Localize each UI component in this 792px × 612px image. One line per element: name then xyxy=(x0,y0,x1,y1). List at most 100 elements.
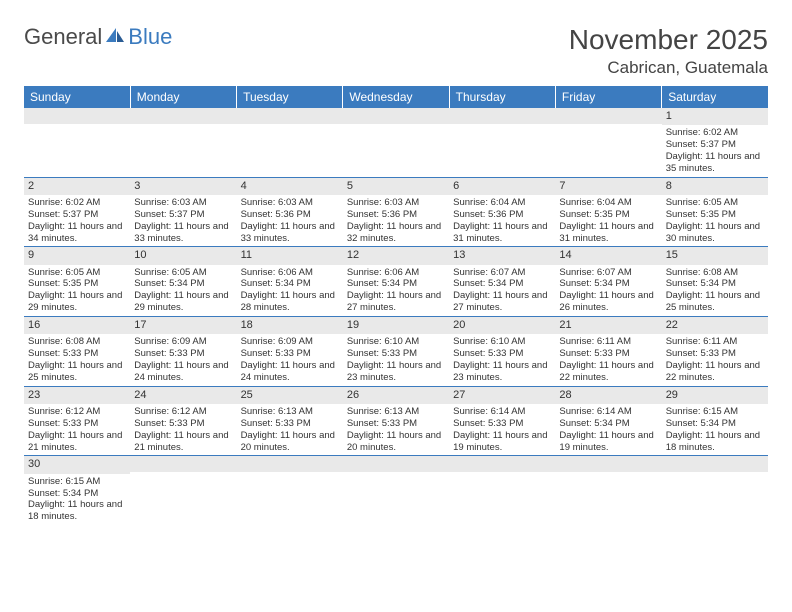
day-number: 21 xyxy=(555,317,661,334)
day-number: 14 xyxy=(555,247,661,264)
day-number: 22 xyxy=(662,317,768,334)
cell-body: Sunrise: 6:05 AMSunset: 5:35 PMDaylight:… xyxy=(662,195,768,247)
day-number: 1 xyxy=(662,108,768,125)
cell-body: Sunrise: 6:04 AMSunset: 5:35 PMDaylight:… xyxy=(555,195,661,247)
daylight-text: Daylight: 11 hours and 28 minutes. xyxy=(241,290,339,314)
sunset-text: Sunset: 5:33 PM xyxy=(28,348,126,360)
calendar-cell: 5Sunrise: 6:03 AMSunset: 5:36 PMDaylight… xyxy=(343,177,449,247)
sunrise-text: Sunrise: 6:08 AM xyxy=(666,267,764,279)
logo: General Blue xyxy=(24,24,172,50)
cell-body: Sunrise: 6:07 AMSunset: 5:34 PMDaylight:… xyxy=(555,265,661,317)
cell-body: Sunrise: 6:05 AMSunset: 5:35 PMDaylight:… xyxy=(24,265,130,317)
sunset-text: Sunset: 5:34 PM xyxy=(559,278,657,290)
cell-body: Sunrise: 6:13 AMSunset: 5:33 PMDaylight:… xyxy=(343,404,449,456)
cell-body: Sunrise: 6:09 AMSunset: 5:33 PMDaylight:… xyxy=(130,334,236,386)
header: General Blue November 2025 Cabrican, Gua… xyxy=(24,24,768,78)
day-number: 23 xyxy=(24,387,130,404)
cell-body: Sunrise: 6:03 AMSunset: 5:36 PMDaylight:… xyxy=(343,195,449,247)
daylight-text: Daylight: 11 hours and 26 minutes. xyxy=(559,290,657,314)
sunset-text: Sunset: 5:33 PM xyxy=(453,418,551,430)
calendar-cell: 11Sunrise: 6:06 AMSunset: 5:34 PMDayligh… xyxy=(237,247,343,317)
day-number xyxy=(555,108,661,124)
calendar-row: 23Sunrise: 6:12 AMSunset: 5:33 PMDayligh… xyxy=(24,386,768,456)
day-number xyxy=(343,456,449,472)
day-number: 5 xyxy=(343,178,449,195)
daylight-text: Daylight: 11 hours and 34 minutes. xyxy=(28,221,126,245)
sail-icon xyxy=(104,24,126,50)
day-number: 19 xyxy=(343,317,449,334)
cell-body: Sunrise: 6:12 AMSunset: 5:33 PMDaylight:… xyxy=(24,404,130,456)
calendar-body: 1Sunrise: 6:02 AMSunset: 5:37 PMDaylight… xyxy=(24,108,768,525)
col-friday: Friday xyxy=(555,86,661,108)
calendar-cell xyxy=(555,108,661,177)
cell-body: Sunrise: 6:15 AMSunset: 5:34 PMDaylight:… xyxy=(24,474,130,526)
calendar-row: 9Sunrise: 6:05 AMSunset: 5:35 PMDaylight… xyxy=(24,247,768,317)
daylight-text: Daylight: 11 hours and 29 minutes. xyxy=(134,290,232,314)
calendar-cell xyxy=(343,456,449,525)
daylight-text: Daylight: 11 hours and 20 minutes. xyxy=(347,430,445,454)
day-number xyxy=(662,456,768,472)
sunrise-text: Sunrise: 6:11 AM xyxy=(559,336,657,348)
calendar-cell: 14Sunrise: 6:07 AMSunset: 5:34 PMDayligh… xyxy=(555,247,661,317)
sunrise-text: Sunrise: 6:03 AM xyxy=(241,197,339,209)
calendar-cell: 20Sunrise: 6:10 AMSunset: 5:33 PMDayligh… xyxy=(449,317,555,387)
cell-body: Sunrise: 6:07 AMSunset: 5:34 PMDaylight:… xyxy=(449,265,555,317)
sunset-text: Sunset: 5:34 PM xyxy=(347,278,445,290)
sunrise-text: Sunrise: 6:14 AM xyxy=(559,406,657,418)
sunrise-text: Sunrise: 6:07 AM xyxy=(453,267,551,279)
calendar-cell: 1Sunrise: 6:02 AMSunset: 5:37 PMDaylight… xyxy=(662,108,768,177)
sunset-text: Sunset: 5:33 PM xyxy=(347,418,445,430)
day-number: 29 xyxy=(662,387,768,404)
title-block: November 2025 Cabrican, Guatemala xyxy=(569,24,768,78)
sunrise-text: Sunrise: 6:14 AM xyxy=(453,406,551,418)
daylight-text: Daylight: 11 hours and 22 minutes. xyxy=(666,360,764,384)
day-number: 27 xyxy=(449,387,555,404)
calendar-cell: 16Sunrise: 6:08 AMSunset: 5:33 PMDayligh… xyxy=(24,317,130,387)
calendar-cell: 30Sunrise: 6:15 AMSunset: 5:34 PMDayligh… xyxy=(24,456,130,525)
calendar-cell: 3Sunrise: 6:03 AMSunset: 5:37 PMDaylight… xyxy=(130,177,236,247)
cell-body: Sunrise: 6:08 AMSunset: 5:33 PMDaylight:… xyxy=(24,334,130,386)
daylight-text: Daylight: 11 hours and 30 minutes. xyxy=(666,221,764,245)
daylight-text: Daylight: 11 hours and 35 minutes. xyxy=(666,151,764,175)
sunrise-text: Sunrise: 6:04 AM xyxy=(453,197,551,209)
sunrise-text: Sunrise: 6:06 AM xyxy=(347,267,445,279)
daylight-text: Daylight: 11 hours and 29 minutes. xyxy=(28,290,126,314)
daylight-text: Daylight: 11 hours and 19 minutes. xyxy=(453,430,551,454)
calendar-cell: 4Sunrise: 6:03 AMSunset: 5:36 PMDaylight… xyxy=(237,177,343,247)
sunset-text: Sunset: 5:33 PM xyxy=(347,348,445,360)
sunset-text: Sunset: 5:37 PM xyxy=(666,139,764,151)
sunrise-text: Sunrise: 6:13 AM xyxy=(347,406,445,418)
sunrise-text: Sunrise: 6:03 AM xyxy=(347,197,445,209)
day-number xyxy=(237,456,343,472)
sunset-text: Sunset: 5:34 PM xyxy=(559,418,657,430)
calendar-cell: 22Sunrise: 6:11 AMSunset: 5:33 PMDayligh… xyxy=(662,317,768,387)
day-number: 13 xyxy=(449,247,555,264)
daylight-text: Daylight: 11 hours and 25 minutes. xyxy=(28,360,126,384)
sunset-text: Sunset: 5:37 PM xyxy=(134,209,232,221)
calendar-cell xyxy=(24,108,130,177)
sunrise-text: Sunrise: 6:12 AM xyxy=(28,406,126,418)
day-number: 25 xyxy=(237,387,343,404)
sunrise-text: Sunrise: 6:02 AM xyxy=(28,197,126,209)
day-number: 17 xyxy=(130,317,236,334)
cell-body: Sunrise: 6:10 AMSunset: 5:33 PMDaylight:… xyxy=(449,334,555,386)
cell-body: Sunrise: 6:06 AMSunset: 5:34 PMDaylight:… xyxy=(237,265,343,317)
cell-body: Sunrise: 6:03 AMSunset: 5:37 PMDaylight:… xyxy=(130,195,236,247)
day-number: 9 xyxy=(24,247,130,264)
sunrise-text: Sunrise: 6:08 AM xyxy=(28,336,126,348)
calendar-cell: 18Sunrise: 6:09 AMSunset: 5:33 PMDayligh… xyxy=(237,317,343,387)
sunrise-text: Sunrise: 6:06 AM xyxy=(241,267,339,279)
day-number: 8 xyxy=(662,178,768,195)
daylight-text: Daylight: 11 hours and 33 minutes. xyxy=(241,221,339,245)
cell-body: Sunrise: 6:02 AMSunset: 5:37 PMDaylight:… xyxy=(24,195,130,247)
weekday-row: Sunday Monday Tuesday Wednesday Thursday… xyxy=(24,86,768,108)
calendar-row: 30Sunrise: 6:15 AMSunset: 5:34 PMDayligh… xyxy=(24,456,768,525)
cell-body: Sunrise: 6:08 AMSunset: 5:34 PMDaylight:… xyxy=(662,265,768,317)
sunset-text: Sunset: 5:33 PM xyxy=(134,418,232,430)
calendar-cell xyxy=(343,108,449,177)
calendar-cell: 2Sunrise: 6:02 AMSunset: 5:37 PMDaylight… xyxy=(24,177,130,247)
cell-body: Sunrise: 6:06 AMSunset: 5:34 PMDaylight:… xyxy=(343,265,449,317)
calendar-cell: 10Sunrise: 6:05 AMSunset: 5:34 PMDayligh… xyxy=(130,247,236,317)
day-number: 16 xyxy=(24,317,130,334)
day-number: 20 xyxy=(449,317,555,334)
